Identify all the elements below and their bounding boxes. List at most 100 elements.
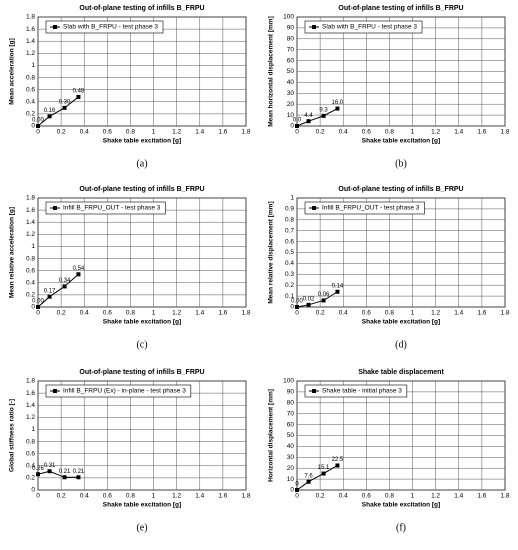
data-point (321, 471, 326, 476)
y-tick-label: 1.6 (26, 390, 35, 397)
data-point (62, 105, 67, 110)
x-tick-label: 1 (152, 310, 156, 317)
chart-title: Shake table displacement (358, 369, 444, 376)
x-tick-label: 0.4 (339, 310, 348, 317)
x-tick-label: 1 (152, 129, 156, 136)
y-tick-label: 0.2 (26, 292, 35, 299)
legend-label: Slab with B_FRPU - test phase 3 (322, 24, 417, 31)
y-axis-label: Mean acceleration [g] (9, 38, 16, 104)
y-tick-label: 0.6 (26, 86, 35, 93)
data-label: 0.31 (44, 463, 56, 469)
data-point (295, 124, 299, 128)
data-point (47, 469, 52, 474)
legend-label: Infill B_FRPU (Ex) - in-plane - test pha… (63, 388, 186, 395)
data-label: 0.17 (44, 288, 56, 294)
x-tick-label: 0.6 (103, 310, 112, 317)
x-tick-label: 1.2 (431, 310, 440, 317)
caption: (d) (395, 339, 407, 350)
data-point (47, 114, 52, 119)
x-axis-label: Shake table excitation [g] (103, 319, 181, 326)
y-tick-label: 60 (287, 57, 295, 64)
x-tick-label: 0.2 (316, 129, 325, 136)
y-tick-label: 1.2 (26, 50, 35, 57)
x-tick-label: 0.4 (80, 129, 89, 136)
legend-marker (53, 206, 57, 210)
data-label: 0.48 (73, 89, 85, 95)
x-tick-label: 1.6 (477, 493, 486, 500)
x-tick-label: 1 (152, 493, 156, 500)
plot-area (37, 197, 247, 308)
x-tick-label: 0.6 (362, 310, 371, 317)
y-tick-label: 100 (283, 378, 294, 385)
y-axis-label: Mean relative displacement [mm] (268, 201, 275, 303)
data-label: 16.0 (332, 100, 344, 106)
y-tick-label: 1.8 (26, 195, 35, 202)
data-point (295, 488, 299, 492)
x-tick-label: 0.6 (103, 493, 112, 500)
x-axis-label: Shake table excitation [g] (362, 319, 440, 326)
x-tick-label: 1.6 (218, 129, 227, 136)
y-tick-label: 0 (290, 304, 294, 311)
x-tick-label: 0.8 (126, 310, 135, 317)
y-tick-label: 1.8 (26, 378, 35, 385)
series-line (37, 470, 79, 478)
x-tick-label: 0.2 (57, 129, 66, 136)
y-tick-label: 0.4 (26, 462, 35, 469)
caption: (f) (396, 522, 406, 533)
y-tick-label: 0.6 (26, 450, 35, 457)
x-tick-label: 0 (36, 310, 40, 317)
x-tick-label: 0.6 (362, 129, 371, 136)
x-tick-label: 0.6 (362, 493, 371, 500)
x-tick-label: 1.2 (431, 493, 440, 500)
plot-area (37, 380, 247, 491)
chart-title: Out-of-plane testing of infills B_FRPU (79, 5, 204, 12)
legend-marker (53, 389, 57, 393)
x-axis-label: Shake table excitation [g] (103, 138, 181, 145)
data-point (36, 472, 40, 477)
x-tick-label: 0.8 (385, 129, 394, 136)
y-tick-label: 0.2 (26, 111, 35, 118)
y-tick-label: 40 (287, 443, 295, 450)
legend-box (45, 20, 164, 34)
x-tick-label: 0.8 (126, 493, 135, 500)
legend-marker (312, 389, 316, 393)
data-point (335, 106, 340, 111)
x-tick-label: 1.4 (454, 310, 463, 317)
x-tick-label: 0.8 (385, 310, 394, 317)
y-tick-label: 20 (287, 101, 295, 108)
y-tick-label: 1.4 (26, 38, 35, 45)
x-axis-label: Shake table excitation [g] (362, 502, 440, 509)
y-tick-label: 0.9 (285, 206, 294, 213)
legend-box (304, 201, 425, 215)
series-line (296, 291, 338, 308)
x-axis-label: Shake table excitation [g] (103, 502, 181, 509)
y-tick-label: 0 (290, 123, 294, 130)
x-tick-label: 0 (36, 129, 40, 136)
y-axis-label: Mean relative acceleration [g] (9, 207, 16, 298)
legend-box (304, 384, 408, 398)
x-tick-label: 0.6 (103, 129, 112, 136)
chart-title: Out-of-plane testing of infills B_FRPU (79, 186, 204, 193)
y-tick-label: 60 (287, 421, 295, 428)
series-line (296, 108, 338, 127)
x-tick-label: 1.8 (500, 493, 509, 500)
legend-marker (312, 206, 316, 210)
y-tick-label: 0.6 (26, 267, 35, 274)
legend-label: Slab with B_FRPU - test phase 3 (63, 24, 158, 31)
caption: (c) (136, 339, 147, 350)
data-label: 0 (295, 482, 299, 488)
y-tick-label: 0.8 (26, 438, 35, 445)
y-tick-label: 0 (31, 123, 35, 130)
data-point (321, 298, 326, 303)
x-tick-label: 1.4 (195, 129, 204, 136)
y-tick-label: 0.4 (26, 98, 35, 105)
x-tick-label: 1.4 (454, 129, 463, 136)
y-tick-label: 0.4 (285, 260, 294, 267)
y-tick-label: 1.8 (26, 14, 35, 21)
y-tick-label: 0.5 (285, 249, 294, 256)
y-axis-label: Global stiffness ratio [-] (9, 399, 16, 472)
series-line (37, 273, 79, 308)
y-tick-label: 1.2 (26, 231, 35, 238)
x-tick-label: 1.6 (218, 493, 227, 500)
